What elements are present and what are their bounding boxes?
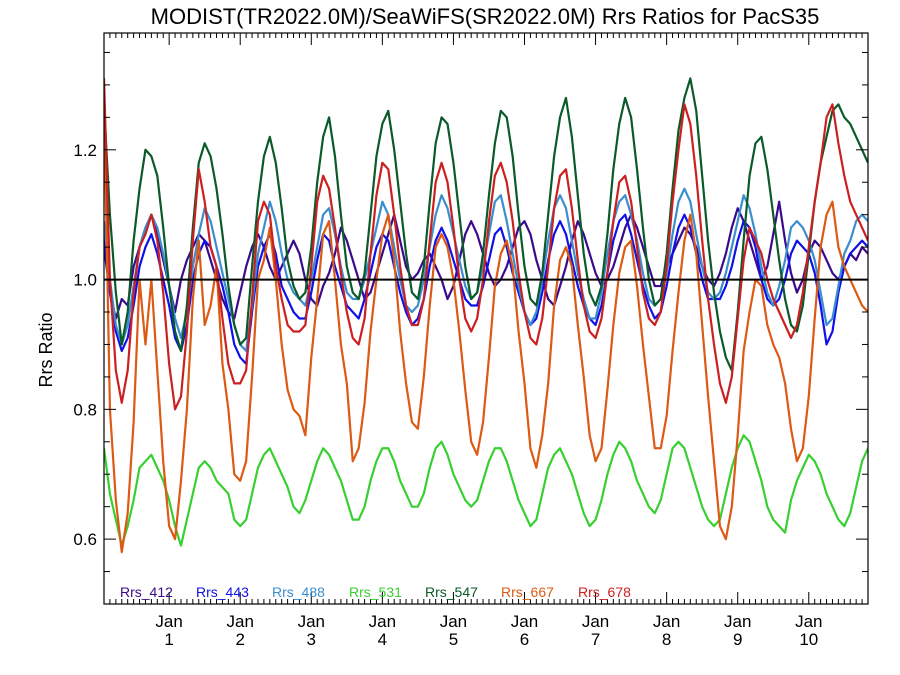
series-line-rrs-547 <box>104 77 868 372</box>
x-tick-label-number: 1 <box>164 630 173 649</box>
x-tick-label-number: 5 <box>449 630 458 649</box>
x-tick-label-month: Jan <box>227 612 254 631</box>
y-tick-label: 1.2 <box>73 141 97 160</box>
legend-entry-rrs-443: Rrs_443 <box>196 584 249 600</box>
x-tick-label-month: Jan <box>369 612 396 631</box>
y-tick-label: 0.6 <box>73 530 97 549</box>
x-tick-label-month: Jan <box>795 612 822 631</box>
legend-entry-rrs-547: Rrs_547 <box>425 584 478 600</box>
legend-entry-rrs-667: Rrs_667 <box>501 584 554 600</box>
series-line-rrs-531 <box>104 434 868 547</box>
x-tick-label-number: 4 <box>378 630 387 649</box>
x-tick-label-month: Jan <box>155 612 182 631</box>
plot-frame <box>103 32 869 605</box>
legend-entry-rrs-531: Rrs_531 <box>349 584 402 600</box>
legend-entry-rrs-488: Rrs_488 <box>272 584 325 600</box>
series-line-rrs-667 <box>104 97 868 554</box>
series-line-rrs-678 <box>104 78 868 411</box>
x-tick-label-number: 2 <box>235 630 244 649</box>
x-tick-label-month: Jan <box>298 612 325 631</box>
x-tick-label-month: Jan <box>653 612 680 631</box>
y-tick-label: 0.8 <box>73 400 97 419</box>
x-tick-label-number: 3 <box>307 630 316 649</box>
x-tick-label-month: Jan <box>582 612 609 631</box>
plot-area: 0.60.81.01.2Jan1Jan2Jan3Jan4Jan5Jan6Jan7… <box>73 32 869 649</box>
x-tick-label-month: Jan <box>511 612 538 631</box>
x-tick-label-number: 9 <box>733 630 742 649</box>
y-tick-label: 1.0 <box>73 271 97 290</box>
x-tick-label-number: 8 <box>662 630 671 649</box>
series-line-rrs-443 <box>104 213 868 366</box>
x-tick-label-number: 6 <box>520 630 529 649</box>
chart-title: MODIST(TR2022.0M)/SeaWiFS(SR2022.0M) Rrs… <box>151 4 820 29</box>
y-axis-label: Rrs Ratio <box>36 312 56 387</box>
legend-entry-rrs-678: Rrs_678 <box>578 584 631 600</box>
x-tick-label-month: Jan <box>724 612 751 631</box>
x-tick-label-number: 10 <box>799 630 818 649</box>
x-tick-label-number: 7 <box>591 630 600 649</box>
x-tick-label-month: Jan <box>440 612 467 631</box>
series-group <box>104 77 868 554</box>
legend-entry-rrs-412: Rrs_412 <box>120 584 173 600</box>
